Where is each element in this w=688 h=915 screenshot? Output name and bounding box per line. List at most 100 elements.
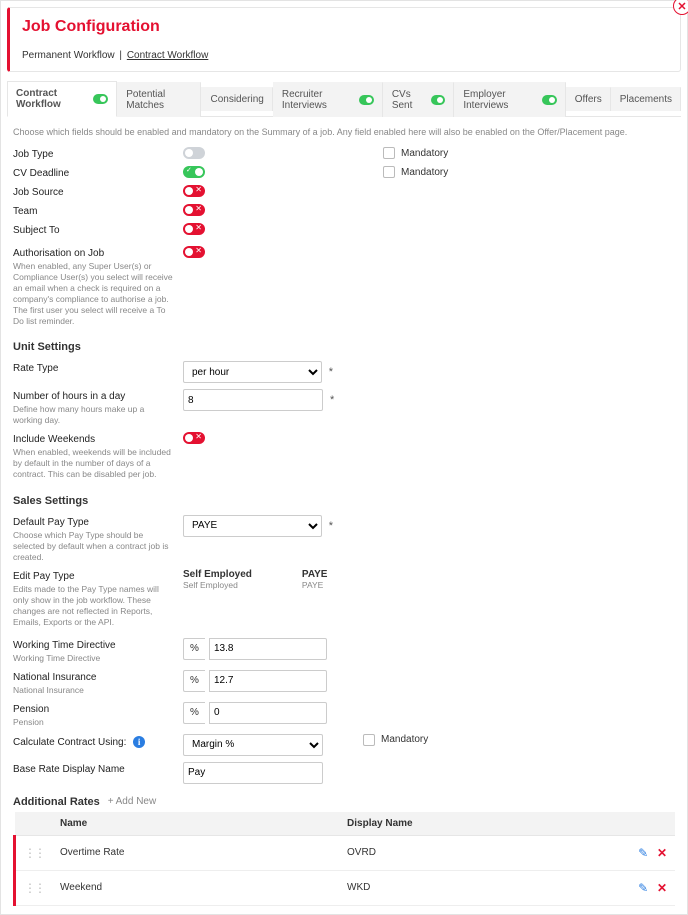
row-include-weekends: Include Weekends When enabled, weekends …: [13, 432, 675, 480]
select-calc-using[interactable]: Margin %: [183, 734, 323, 756]
label-wtd: Working Time Directive Working Time Dire…: [13, 638, 183, 664]
delete-icon[interactable]: ✕: [657, 846, 667, 860]
label-text: National Insurance: [13, 672, 183, 683]
tab-placements[interactable]: Placements: [611, 87, 681, 111]
row-cv-deadline: CV Deadline Mandatory: [13, 166, 675, 179]
tab-label: Potential Matches: [126, 89, 192, 111]
row-pension: Pension Pension %: [13, 702, 675, 728]
edit-icon[interactable]: ✎: [638, 846, 648, 860]
toggle-cv-deadline[interactable]: [183, 166, 205, 178]
required-star: *: [329, 520, 333, 532]
checkbox-job-type-mandatory[interactable]: [383, 147, 395, 159]
select-default-pay-type[interactable]: PAYE: [183, 515, 322, 537]
helper-default-pay-type: Choose which Pay Type should be selected…: [13, 530, 173, 563]
info-icon[interactable]: i: [133, 736, 145, 748]
label-text: Edit Pay Type: [13, 571, 183, 582]
percent-prefix: %: [183, 670, 205, 692]
page-root: ✕ Job Configuration Permanent Workflow |…: [0, 0, 688, 915]
additional-rates-header: Additional Rates +Add New: [13, 796, 675, 808]
row-calc-using: Calculate Contract Using: i Margin % Man…: [13, 734, 675, 756]
tab-offers[interactable]: Offers: [566, 87, 611, 111]
breadcrumb: Permanent Workflow | Contract Workflow: [22, 50, 668, 61]
checkbox-label: Mandatory: [401, 148, 448, 159]
select-rate-type[interactable]: per hour: [183, 361, 322, 383]
checkbox-calc-mandatory[interactable]: [363, 734, 375, 746]
cell-name: Weekend: [52, 870, 339, 905]
toggle-icon: [93, 94, 108, 104]
row-default-pay-type: Default Pay Type Choose which Pay Type s…: [13, 515, 675, 563]
tab-label: CVs Sent: [392, 89, 427, 111]
breadcrumb-contract[interactable]: Contract Workflow: [127, 50, 209, 61]
toggle-icon: [431, 95, 446, 105]
label-text: Pension: [13, 704, 183, 715]
label-job-type: Job Type: [13, 147, 183, 160]
tab-bar: Contract Workflow Potential Matches Cons…: [7, 80, 681, 117]
row-hours-in-day: Number of hours in a day Define how many…: [13, 389, 675, 426]
label-subject-to: Subject To: [13, 223, 183, 236]
tab-cvs-sent[interactable]: CVs Sent: [383, 82, 455, 117]
toggle-auth-on-job[interactable]: [183, 246, 205, 258]
checkbox-label: Mandatory: [401, 167, 448, 178]
edit-icon[interactable]: ✎: [638, 881, 648, 895]
toggle-include-weekends[interactable]: [183, 432, 205, 444]
drag-handle-icon[interactable]: ⋮⋮: [24, 846, 44, 860]
input-hours-in-day[interactable]: [183, 389, 323, 411]
tab-label: Considering: [210, 94, 263, 105]
tab-label: Contract Workflow: [16, 88, 89, 110]
input-wtd[interactable]: [209, 638, 327, 660]
delete-icon[interactable]: ✕: [657, 881, 667, 895]
helper-auth-on-job: When enabled, any Super User(s) or Compl…: [13, 261, 173, 327]
label-text: Calculate Contract Using:: [13, 737, 126, 748]
tab-recruiter-interviews[interactable]: Recruiter Interviews: [273, 82, 383, 117]
tab-employer-interviews[interactable]: Employer Interviews: [454, 82, 565, 117]
label-team: Team: [13, 204, 183, 217]
helper-edit-pay-type: Edits made to the Pay Type names will on…: [13, 584, 173, 628]
toggle-job-type[interactable]: [183, 147, 205, 159]
section-sales-settings: Sales Settings: [13, 495, 675, 507]
tab-contract-workflow[interactable]: Contract Workflow: [7, 81, 117, 117]
label-include-weekends: Include Weekends When enabled, weekends …: [13, 432, 183, 480]
label-default-pay-type: Default Pay Type Choose which Pay Type s…: [13, 515, 183, 563]
row-base-rate-name: Base Rate Display Name: [13, 762, 675, 784]
tab-potential-matches[interactable]: Potential Matches: [117, 82, 201, 117]
tab-label: Placements: [620, 94, 672, 105]
input-pension[interactable]: [209, 702, 327, 724]
drag-handle-icon[interactable]: ⋮⋮: [24, 881, 44, 895]
tab-label: Employer Interviews: [463, 89, 537, 111]
close-icon[interactable]: ✕: [673, 0, 688, 15]
tab-content: Choose which fields should be enabled an…: [1, 117, 687, 914]
label-job-source: Job Source: [13, 185, 183, 198]
tab-considering[interactable]: Considering: [201, 87, 272, 111]
row-wtd: Working Time Directive Working Time Dire…: [13, 638, 675, 664]
label-text: Working Time Directive: [13, 640, 183, 651]
toggle-team[interactable]: [183, 204, 205, 216]
label-calc-using: Calculate Contract Using: i: [13, 734, 183, 748]
label-text: Default Pay Type: [13, 517, 183, 528]
paytype-sub: Self Employed: [183, 580, 252, 590]
add-new-button[interactable]: +Add New: [108, 796, 156, 807]
label-hours-in-day: Number of hours in a day Define how many…: [13, 389, 183, 426]
label-text: Authorisation on Job: [13, 248, 183, 259]
breadcrumb-permanent[interactable]: Permanent Workflow: [22, 50, 115, 61]
toggle-job-source[interactable]: [183, 185, 205, 197]
checkbox-cv-deadline-mandatory[interactable]: [383, 166, 395, 178]
helper-wtd: Working Time Directive: [13, 653, 173, 664]
toggle-subject-to[interactable]: [183, 223, 205, 235]
helper-hours-in-day: Define how many hours make up a working …: [13, 404, 173, 426]
table-row: ⋮⋮ Overtime Rate OVRD ✎ ✕: [15, 835, 676, 870]
toggle-icon: [359, 95, 374, 105]
add-new-label: Add New: [116, 796, 157, 807]
paytype-columns: Self Employed Self Employed PAYE PAYE: [183, 569, 327, 590]
tab-label: Recruiter Interviews: [282, 89, 355, 111]
helper-include-weekends: When enabled, weekends will be included …: [13, 447, 173, 480]
label-edit-pay-type: Edit Pay Type Edits made to the Pay Type…: [13, 569, 183, 628]
additional-rates-title: Additional Rates: [13, 796, 100, 808]
input-base-rate-name[interactable]: [183, 762, 323, 784]
paytype-head: PAYE: [302, 569, 328, 580]
row-job-source: Job Source: [13, 185, 675, 198]
input-ni[interactable]: [209, 670, 327, 692]
label-auth-on-job: Authorisation on Job When enabled, any S…: [13, 246, 183, 327]
toggle-icon: [542, 95, 557, 105]
paytype-col-self-employed: Self Employed Self Employed: [183, 569, 252, 590]
percent-prefix: %: [183, 638, 205, 660]
